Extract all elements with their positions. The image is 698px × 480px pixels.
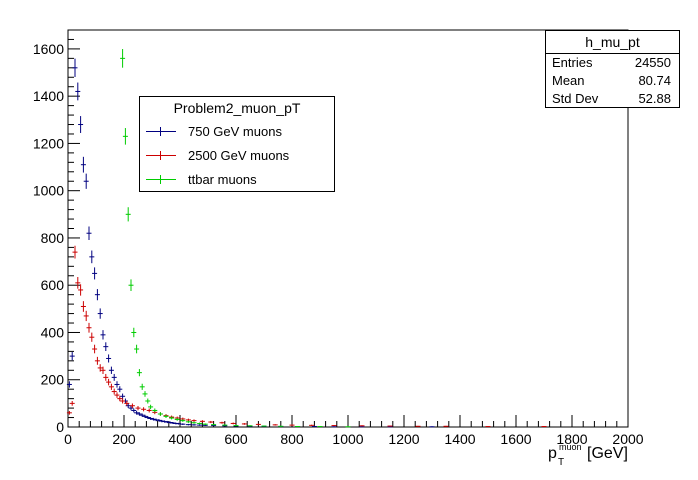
legend-marker-line	[146, 131, 176, 132]
stats-row-entries: Entries 24550	[546, 54, 679, 72]
x-tick-label: 2000	[612, 431, 643, 447]
stats-row-mean: Mean 80.74	[546, 72, 679, 90]
y-tick-label: 1400	[33, 88, 64, 104]
x-tick-label: 1200	[388, 431, 419, 447]
y-tick-label: 1600	[33, 41, 64, 57]
stats-box: h_mu_pt Entries 24550 Mean 80.74 Std Dev…	[545, 30, 680, 108]
plot-frame	[67, 29, 629, 428]
legend-title: Problem2_muon_pT	[173, 100, 301, 116]
stats-label: Mean	[552, 73, 585, 88]
legend-marker-errorbar	[160, 127, 161, 136]
x-tick-label: 1000	[332, 431, 363, 447]
y-tick-label: 600	[41, 277, 65, 293]
series-0	[66, 58, 435, 428]
legend: Problem2_muon_pT 750 GeV muons 2500 GeV …	[139, 96, 335, 192]
x-tick-label: 1600	[500, 431, 531, 447]
stats-label: Std Dev	[552, 91, 599, 106]
stats-title: h_mu_pt	[546, 31, 679, 54]
legend-entry-750: 750 GeV muons	[140, 120, 334, 144]
legend-label: 750 GeV muons	[188, 124, 282, 139]
x-tick-label: 0	[64, 431, 72, 447]
y-tick-label: 800	[41, 230, 65, 246]
x-tick-label: 200	[112, 431, 136, 447]
y-axis: 0 200 400 600 800 1000 1200 1400 1600	[33, 29, 80, 435]
stats-label: Entries	[552, 55, 593, 70]
stats-row-stddev: Std Dev 52.88	[546, 90, 679, 108]
x-tick-label: 600	[224, 431, 248, 447]
stats-value: 24550	[634, 55, 671, 70]
x-axis-title: p T muon [GeV]	[548, 442, 628, 468]
series-1	[66, 245, 547, 428]
legend-marker-line	[146, 179, 176, 180]
y-tick-label: 400	[41, 324, 65, 340]
x-axis-subscript: T	[558, 457, 564, 468]
y-tick-label: 1000	[33, 183, 64, 199]
legend-marker-errorbar	[160, 151, 161, 160]
stats-value: 80.74	[638, 73, 671, 88]
y-tick-label: 0	[56, 419, 64, 435]
series-2	[120, 49, 351, 428]
y-tick-label: 200	[41, 372, 65, 388]
y-tick-label: 1200	[33, 135, 64, 151]
series-layer	[66, 49, 547, 428]
x-tick-label: 1800	[556, 431, 587, 447]
legend-marker-errorbar	[160, 175, 161, 184]
legend-entry-ttbar: ttbar muons	[140, 168, 334, 192]
stats-value: 52.88	[638, 91, 671, 106]
x-axis: 0 200 400 600 800 1000 1200 1400 1600 1800 2000	[64, 415, 644, 447]
legend-label: 2500 GeV muons	[188, 148, 290, 163]
legend-entry-2500: 2500 GeV muons	[140, 144, 334, 168]
x-axis-unit: [GeV]	[587, 445, 628, 462]
x-tick-label: 800	[280, 431, 304, 447]
x-axis-superscript: muon	[559, 442, 582, 452]
legend-label: ttbar muons	[188, 172, 257, 187]
legend-marker-line	[146, 155, 176, 156]
x-tick-label: 400	[168, 431, 192, 447]
x-axis-symbol: p	[548, 445, 557, 462]
x-tick-label: 1400	[444, 431, 475, 447]
